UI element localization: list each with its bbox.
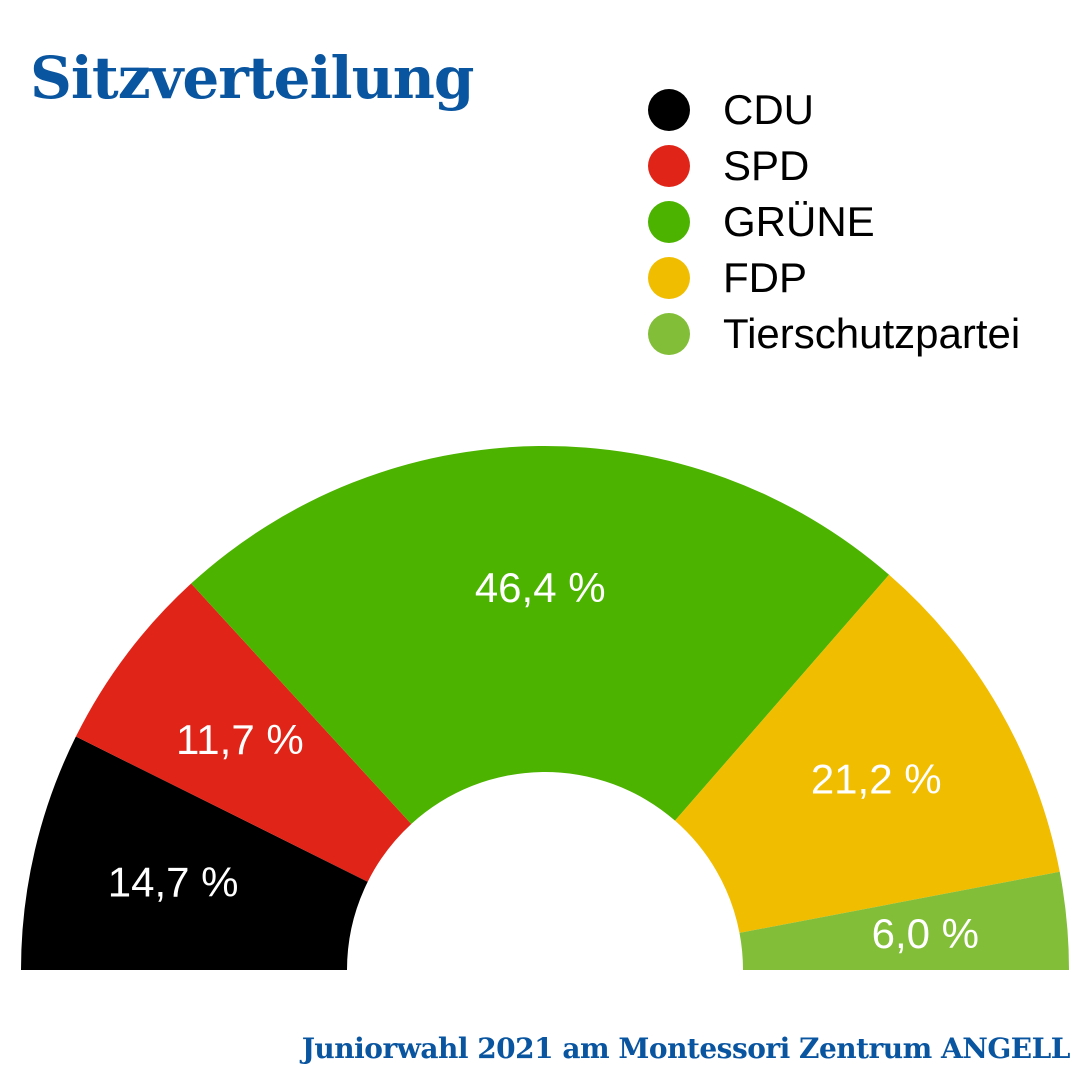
data-label-cdu: 14,7 % (108, 859, 239, 906)
legend-label-gruene: GRÜNE (723, 198, 875, 245)
legend-swatch-spd (648, 145, 690, 187)
legend-swatch-fdp (648, 257, 690, 299)
legend-label-fdp: FDP (723, 254, 807, 301)
legend-label-spd: SPD (723, 142, 810, 189)
slice-cdu (21, 736, 368, 970)
slice-fdp (675, 574, 1060, 933)
slice-tierschutzpartei (739, 871, 1069, 970)
slice-gruene (191, 445, 890, 824)
data-label-fdp: 21,2 % (811, 756, 942, 803)
legend-item-spd: SPD (648, 138, 1020, 194)
legend-swatch-tierschutzpartei (648, 313, 690, 355)
legend-label-cdu: CDU (723, 86, 814, 133)
slice-spd (75, 583, 412, 882)
legend-item-cdu: CDU (648, 82, 1020, 138)
legend-item-tierschutzpartei: Tierschutzpartei (648, 306, 1020, 362)
data-label-tierschutzpartei: 6,0 % (872, 910, 979, 957)
legend-item-fdp: FDP (648, 250, 1020, 306)
legend-swatch-cdu (648, 89, 690, 131)
legend-item-gruene: GRÜNE (648, 194, 1020, 250)
footer-caption: Juniorwahl 2021 am Montessori Zentrum AN… (301, 1032, 1071, 1065)
legend-label-tierschutzpartei: Tierschutzpartei (723, 310, 1021, 357)
data-label-spd: 11,7 % (176, 716, 304, 763)
legend: CDU SPD GRÜNE FDP Tierschutzpartei (648, 82, 1020, 362)
legend-swatch-gruene (648, 201, 690, 243)
chart-title: Sitzverteilung (30, 44, 474, 112)
data-label-gruene: 46,4 % (475, 564, 606, 611)
